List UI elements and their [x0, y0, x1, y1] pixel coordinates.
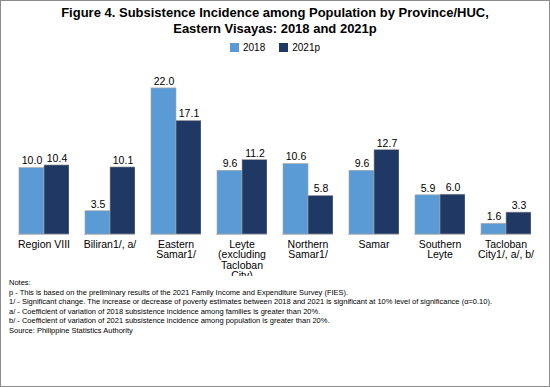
html-text:b/ - Coefficient of variation: b/ - Coefficient of variation of 2021 su… [9, 316, 330, 325]
svg-text:9.6: 9.6 [355, 157, 370, 169]
html-text:2018: 2018 [243, 41, 266, 53]
svg-text:5.8: 5.8 [314, 182, 329, 194]
svg-text:17.1: 17.1 [179, 107, 200, 119]
html-text:Notes:: Notes: [9, 278, 31, 287]
svg-text:9.6: 9.6 [223, 157, 238, 169]
svg-text:NorthernSamar1/: NorthernSamar1/ [288, 238, 329, 261]
svg-text:12.7: 12.7 [377, 137, 398, 149]
svg-text:Leyte(excludingTaclobanCity): Leyte(excludingTaclobanCity) [218, 238, 266, 276]
svg-text:EasternSamar1/: EasternSamar1/ [156, 238, 196, 261]
svg-text:22.0: 22.0 [154, 75, 175, 87]
svg-text:3.3: 3.3 [512, 199, 527, 211]
html-text:1/ - Significant change. The i: 1/ - Significant change. The increase or… [9, 297, 492, 306]
html-text:a/ - Coefficient of variation: a/ - Coefficient of variation of 2018 su… [9, 306, 321, 316]
svg-text:11.2: 11.2 [245, 146, 265, 158]
svg-text:SouthernLeyte: SouthernLeyte [419, 238, 462, 261]
svg-text:6.0: 6.0 [446, 181, 461, 193]
svg-text:10.4: 10.4 [47, 152, 68, 164]
html-text:Source: Philippine Statistics: Source: Philippine Statistics Authority [9, 325, 133, 335]
svg-text:Samar: Samar [359, 238, 390, 250]
svg-text:TaclobanCity1/, a/, b/: TaclobanCity1/, a/, b/ [478, 238, 534, 261]
html-text:Figure 4. Subsistence Incidenc: Figure 4. Subsistence Incidence among Po… [61, 5, 489, 36]
html-text:p - This is based on the preli: p - This is based on the preliminary res… [9, 287, 349, 297]
svg-text:1.6: 1.6 [487, 210, 502, 222]
svg-text:10.0: 10.0 [22, 154, 43, 166]
svg-text:3.5: 3.5 [91, 198, 106, 210]
svg-text:10.6: 10.6 [286, 150, 307, 162]
svg-text:5.9: 5.9 [421, 182, 436, 194]
svg-text:10.1: 10.1 [113, 154, 134, 166]
html-text:2021p: 2021p [292, 41, 320, 53]
svg-text:Region VIII: Region VIII [18, 238, 70, 250]
svg-text:Biliran1/, a/: Biliran1/, a/ [84, 238, 137, 250]
